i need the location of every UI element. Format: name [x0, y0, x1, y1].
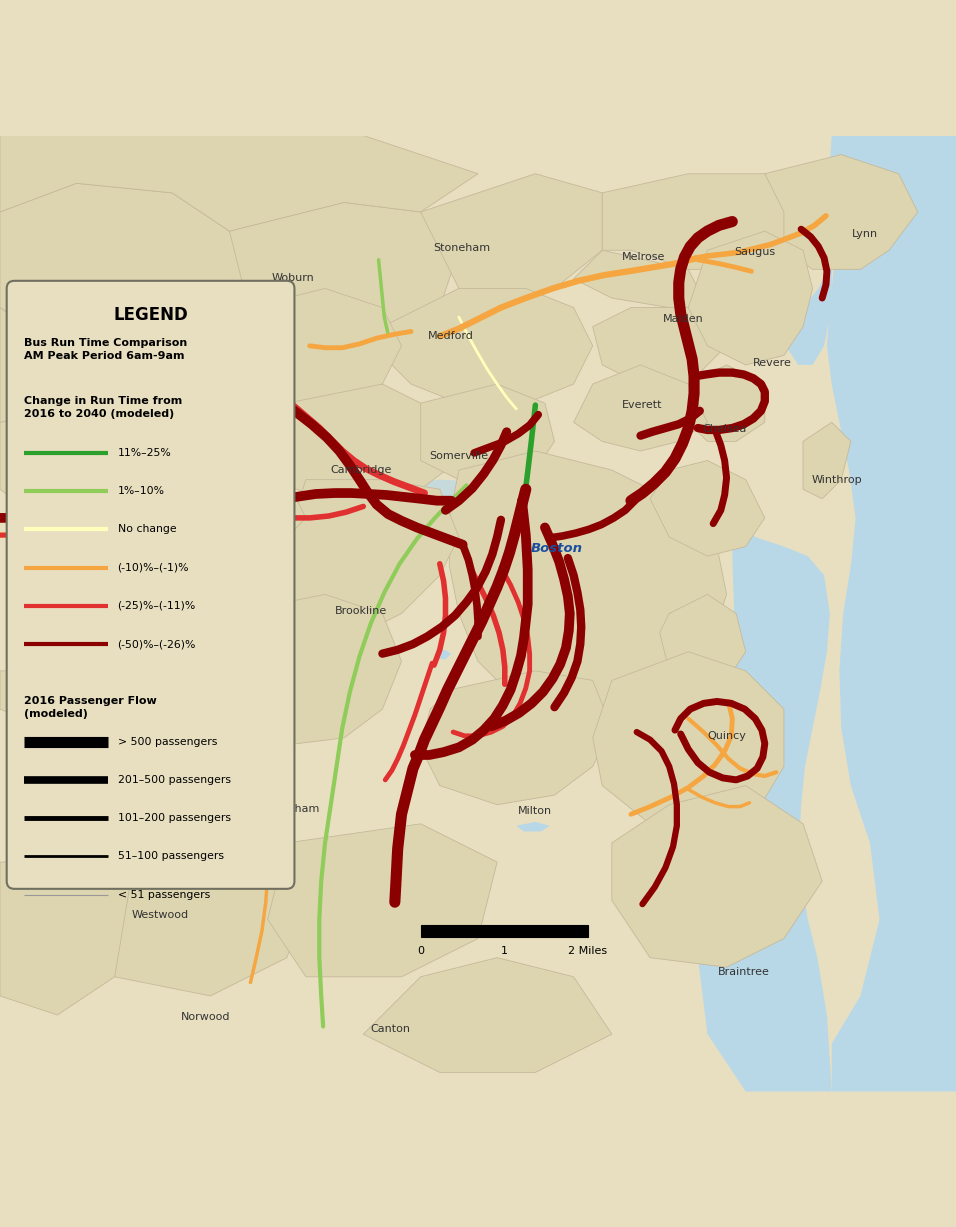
FancyBboxPatch shape [7, 281, 294, 888]
Text: Saugus: Saugus [734, 247, 776, 258]
Polygon shape [516, 822, 550, 832]
Polygon shape [449, 452, 727, 728]
Polygon shape [574, 250, 707, 308]
Polygon shape [0, 308, 210, 422]
Polygon shape [172, 422, 306, 518]
Polygon shape [421, 671, 612, 805]
Text: Canton: Canton [370, 1025, 410, 1034]
Text: Norwood: Norwood [181, 1012, 230, 1022]
Text: Braintree: Braintree [718, 967, 770, 977]
Polygon shape [382, 288, 593, 404]
Text: 11%–25%: 11%–25% [118, 448, 171, 458]
Text: (-10)%–(-1)%: (-10)%–(-1)% [118, 563, 189, 573]
Text: Bus Run Time Comparison
AM Peak Period 6am-9am: Bus Run Time Comparison AM Peak Period 6… [24, 339, 187, 362]
Text: 2 Miles: 2 Miles [569, 946, 607, 956]
Text: Dedham: Dedham [272, 805, 320, 815]
Text: Somerville: Somerville [429, 450, 489, 461]
Text: Chelsea: Chelsea [703, 425, 747, 434]
Text: 201–500 passengers: 201–500 passengers [118, 774, 230, 785]
Polygon shape [373, 480, 554, 528]
Text: Milton: Milton [518, 806, 553, 816]
Polygon shape [363, 957, 612, 1072]
Polygon shape [688, 364, 765, 442]
Text: 51–100 passengers: 51–100 passengers [118, 852, 224, 861]
Text: < 51 passengers: < 51 passengers [118, 890, 209, 899]
Polygon shape [435, 650, 451, 659]
Polygon shape [0, 575, 229, 747]
Text: Woburn: Woburn [272, 272, 314, 283]
Polygon shape [134, 326, 287, 442]
Polygon shape [0, 183, 249, 364]
Polygon shape [0, 135, 478, 231]
Text: Belmont: Belmont [199, 425, 245, 434]
Text: Lynn: Lynn [852, 229, 879, 239]
Polygon shape [421, 384, 554, 480]
Polygon shape [660, 594, 746, 690]
Polygon shape [832, 135, 918, 270]
Polygon shape [612, 785, 822, 967]
Polygon shape [602, 174, 793, 270]
Polygon shape [827, 135, 956, 1092]
Polygon shape [698, 518, 832, 1092]
Text: Brookline: Brookline [336, 606, 387, 616]
Polygon shape [191, 594, 402, 747]
Text: Quincy: Quincy [707, 731, 746, 741]
Text: 101–200 passengers: 101–200 passengers [118, 814, 230, 823]
Text: Lexington: Lexington [66, 314, 121, 324]
Text: Cambridge: Cambridge [331, 465, 392, 475]
Text: Melrose: Melrose [621, 252, 665, 261]
Polygon shape [593, 652, 784, 833]
Text: Watertown: Watertown [182, 513, 243, 523]
Text: Stoneham: Stoneham [433, 243, 490, 253]
Text: Change in Run Time from
2016 to 2040 (modeled): Change in Run Time from 2016 to 2040 (mo… [24, 395, 183, 418]
Polygon shape [0, 863, 134, 1015]
Polygon shape [229, 288, 402, 404]
Text: > 500 passengers: > 500 passengers [118, 736, 217, 746]
Polygon shape [268, 384, 459, 499]
Polygon shape [0, 404, 191, 518]
Text: LEGEND: LEGEND [113, 306, 188, 324]
Text: 1%–10%: 1%–10% [118, 486, 164, 496]
Text: Revere: Revere [753, 358, 792, 368]
Polygon shape [57, 728, 249, 863]
Text: 0: 0 [417, 946, 424, 956]
Polygon shape [96, 843, 315, 996]
Text: (-25)%–(-11)%: (-25)%–(-11)% [118, 601, 196, 611]
Polygon shape [688, 231, 813, 364]
Text: 1: 1 [501, 946, 508, 956]
Polygon shape [115, 460, 306, 575]
Text: Arlington: Arlington [240, 363, 292, 374]
Text: Medford: Medford [428, 331, 474, 341]
Text: Westwood: Westwood [132, 909, 189, 920]
Text: Waltham: Waltham [73, 479, 122, 488]
Text: Everett: Everett [622, 400, 663, 410]
Polygon shape [784, 250, 832, 364]
Text: Boston: Boston [531, 542, 582, 555]
Polygon shape [574, 364, 707, 452]
Text: 2016 Passenger Flow
(modeled): 2016 Passenger Flow (modeled) [24, 696, 157, 719]
Polygon shape [287, 480, 459, 633]
Text: Winthrop: Winthrop [812, 475, 861, 485]
Polygon shape [229, 202, 459, 326]
Polygon shape [650, 460, 765, 556]
Polygon shape [593, 308, 727, 384]
Text: Malden: Malden [663, 314, 704, 324]
Text: (-50)%–(-26)%: (-50)%–(-26)% [118, 639, 196, 649]
Polygon shape [421, 174, 602, 308]
Polygon shape [268, 823, 497, 977]
Text: No change: No change [118, 524, 176, 535]
Polygon shape [765, 155, 918, 270]
Polygon shape [803, 422, 851, 499]
Bar [421, 925, 505, 936]
Bar [505, 925, 588, 936]
